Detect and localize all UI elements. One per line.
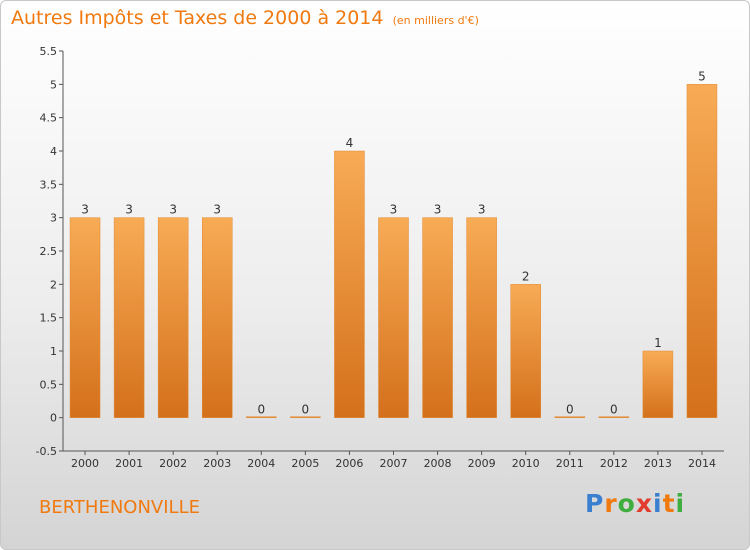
bar[interactable] bbox=[422, 217, 453, 418]
data-label: 3 bbox=[81, 203, 89, 217]
data-label: 5 bbox=[698, 69, 706, 83]
x-tick-label: 2004 bbox=[247, 457, 275, 470]
y-tick-label: 0 bbox=[50, 412, 57, 425]
y-tick-label: 3 bbox=[50, 212, 57, 225]
bar[interactable] bbox=[466, 217, 497, 418]
y-tick-label: 3.5 bbox=[40, 178, 58, 191]
x-tick-label: 2011 bbox=[556, 457, 584, 470]
x-tick-label: 2014 bbox=[688, 457, 716, 470]
x-tick-label: 2008 bbox=[424, 457, 452, 470]
x-tick-label: 2013 bbox=[644, 457, 672, 470]
data-label: 3 bbox=[478, 203, 486, 217]
logo-letter: i bbox=[653, 489, 663, 518]
bar[interactable] bbox=[157, 217, 189, 418]
bar[interactable] bbox=[510, 284, 541, 418]
data-label: 4 bbox=[346, 136, 354, 150]
bar[interactable] bbox=[290, 416, 321, 418]
data-label: 3 bbox=[125, 203, 133, 217]
chart-title-block: Autres Impôts et Taxes de 2000 à 2014 (e… bbox=[11, 7, 479, 29]
x-tick-label: 2009 bbox=[468, 457, 496, 470]
bar[interactable] bbox=[598, 416, 630, 418]
y-tick-label: -0.5 bbox=[36, 445, 57, 458]
logo-letter: P bbox=[585, 489, 605, 518]
x-tick-label: 2005 bbox=[291, 457, 319, 470]
data-label: 3 bbox=[434, 203, 442, 217]
x-tick-label: 2007 bbox=[380, 457, 408, 470]
chart-unit: (en milliers d'€) bbox=[392, 14, 479, 27]
bar[interactable] bbox=[642, 350, 674, 418]
data-label: 2 bbox=[522, 269, 530, 283]
x-tick-label: 2012 bbox=[600, 457, 628, 470]
data-label: 1 bbox=[654, 336, 662, 350]
bar[interactable] bbox=[554, 416, 586, 418]
data-label: 3 bbox=[169, 203, 177, 217]
data-label: 3 bbox=[390, 203, 398, 217]
logo-letter: o bbox=[617, 489, 636, 518]
x-tick-label: 2006 bbox=[335, 457, 363, 470]
y-tick-label: 1 bbox=[50, 345, 57, 358]
y-tick-label: 2 bbox=[50, 278, 57, 291]
logo-letter: r bbox=[604, 489, 618, 518]
bar[interactable] bbox=[334, 150, 365, 418]
y-tick-label: 2.5 bbox=[40, 245, 58, 258]
proxiti-logo[interactable]: Proxiti bbox=[585, 489, 685, 518]
y-tick-label: 5 bbox=[50, 78, 57, 91]
commune-name: BERTHENONVILLE bbox=[39, 497, 200, 518]
bar[interactable] bbox=[378, 217, 409, 418]
x-tick-label: 2003 bbox=[203, 457, 231, 470]
bar[interactable] bbox=[246, 416, 277, 418]
bar[interactable] bbox=[113, 217, 145, 418]
logo-letter: t bbox=[662, 489, 676, 518]
y-tick-label: 4 bbox=[50, 145, 57, 158]
x-tick-label: 2002 bbox=[159, 457, 187, 470]
logo-letter: i bbox=[675, 489, 686, 518]
data-label: 3 bbox=[213, 203, 221, 217]
bar[interactable] bbox=[69, 217, 101, 418]
y-tick-label: 5.5 bbox=[40, 45, 58, 58]
data-label: 0 bbox=[610, 403, 618, 417]
y-tick-label: 4.5 bbox=[40, 112, 58, 125]
bar[interactable] bbox=[686, 84, 718, 418]
bar[interactable] bbox=[201, 217, 233, 418]
y-tick-label: 1.5 bbox=[40, 312, 58, 325]
x-tick-label: 2000 bbox=[71, 457, 99, 470]
data-label: 0 bbox=[302, 403, 310, 417]
data-label: 0 bbox=[566, 403, 574, 417]
x-tick-label: 2001 bbox=[115, 457, 143, 470]
data-label: 0 bbox=[257, 403, 265, 417]
x-tick-label: 2010 bbox=[512, 457, 540, 470]
chart-title: Autres Impôts et Taxes de 2000 à 2014 bbox=[11, 7, 384, 29]
logo-letter: x bbox=[635, 489, 653, 518]
y-tick-label: 0.5 bbox=[40, 378, 58, 391]
